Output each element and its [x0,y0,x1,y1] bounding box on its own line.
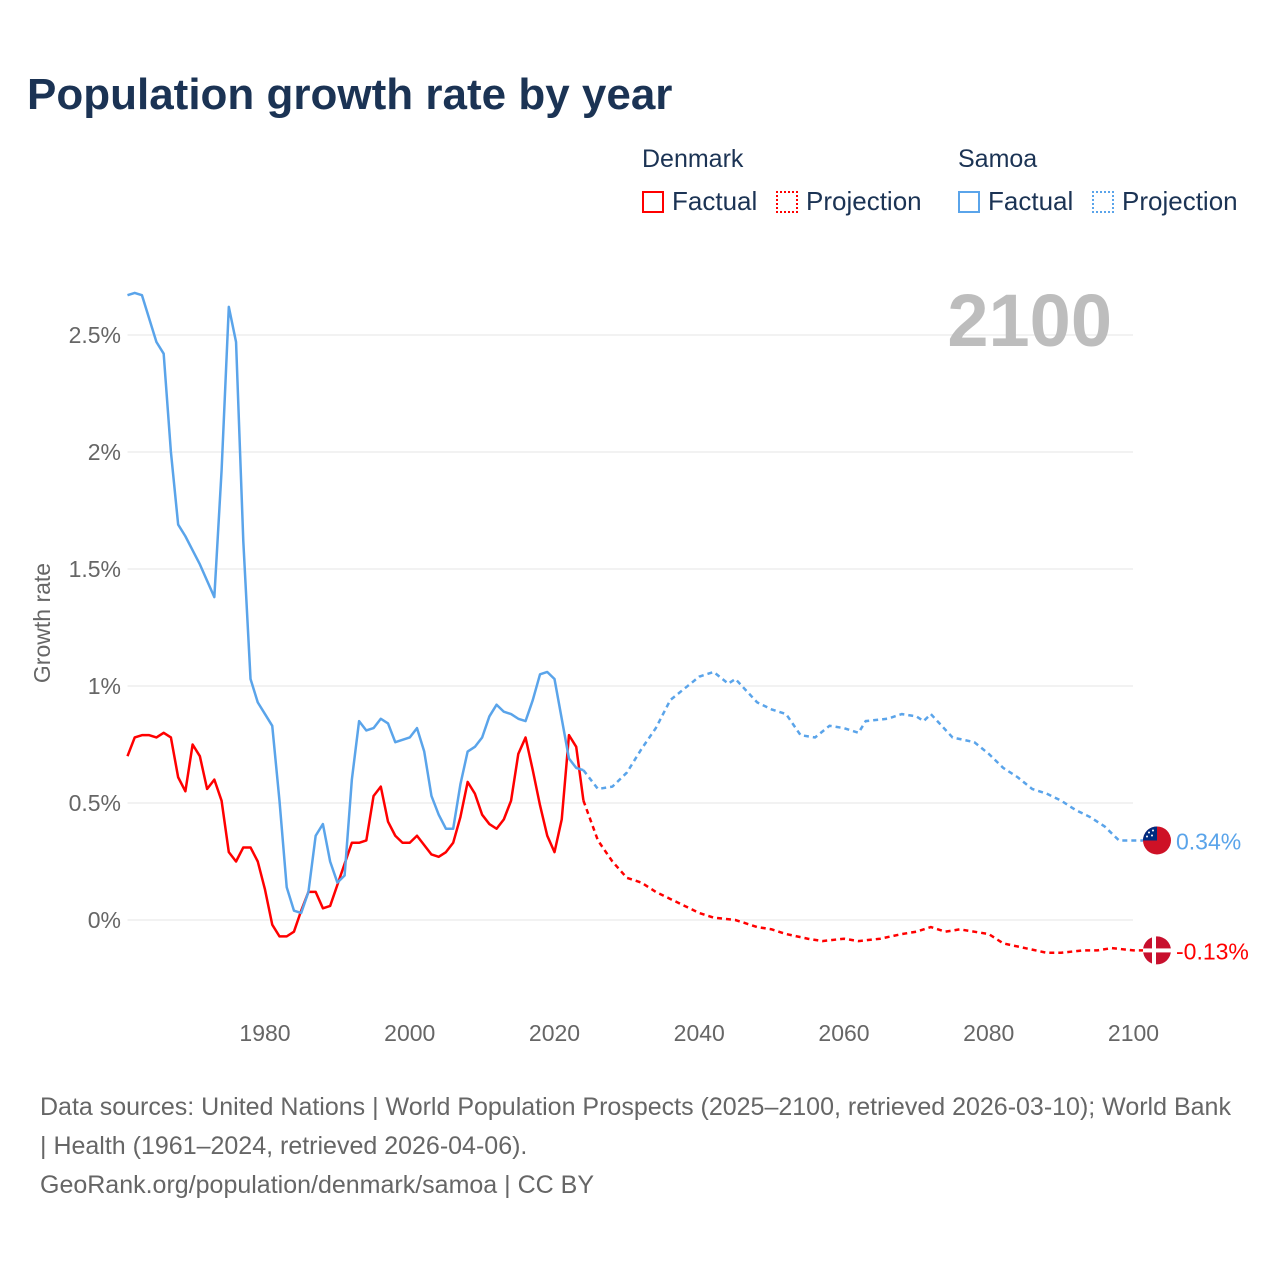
x-tick-label: 2040 [674,1020,725,1046]
legend-group-denmark: Denmark [642,145,744,173]
x-tick-label: 2060 [818,1020,869,1046]
current-year-label: 2100 [947,279,1112,362]
y-tick-label: 2.5% [69,322,121,348]
legend-samoa-projection[interactable]: Projection [1092,186,1238,217]
legend-label: Projection [1122,186,1238,216]
legend-denmark-factual[interactable]: Factual [642,186,757,217]
flag-star [1151,834,1153,837]
legend-samoa-factual[interactable]: Factual [958,186,1073,217]
series-denmark-factual-line [126,731,585,938]
series-samoa-factual-line [127,291,584,915]
x-tick-label: 1980 [239,1020,290,1046]
x-tick-label: 2020 [529,1020,580,1046]
end-value-label-denmark: -0.13% [1176,938,1249,964]
x-tick-label: 2080 [963,1020,1014,1046]
y-tick-label: 1% [88,673,121,699]
flag-star [1152,829,1154,832]
x-tick-label: 2000 [384,1020,435,1046]
flag-samoa-icon [1143,826,1171,855]
flag-cross [1143,948,1171,953]
series-samoa-projection-line [582,670,1146,842]
legend-swatch [1092,190,1114,213]
y-tick-label: 1.5% [69,556,121,582]
flag-canton [1143,826,1157,841]
flag-denmark-icon [1143,936,1171,965]
flag-star [1148,831,1150,834]
legend-swatch [958,190,980,213]
y-tick-label: 2% [88,439,121,465]
flag-cross [1152,936,1156,965]
y-tick-label: 0.5% [69,790,121,816]
y-tick-label: 0% [88,907,121,933]
credit-link[interactable]: GeoRank.org/population/denmark/samoa | C… [40,1171,595,1199]
legend-swatch [642,190,664,213]
data-sources: Data sources: United Nations | World Pop… [40,1093,1231,1160]
legend-denmark-projection[interactable]: Projection [776,186,922,217]
chart-title: Population growth rate by year [27,70,673,119]
footer: Data sources: United Nations | World Pop… [40,1088,1240,1205]
legend-label: Factual [672,186,758,216]
legend-label: Factual [988,186,1074,216]
legend-label: Projection [806,186,922,216]
end-value-label-samoa: 0.34% [1176,828,1241,854]
y-axis-label: Growth rate [29,563,55,683]
legend-swatch [776,190,798,213]
legend-group-samoa: Samoa [958,145,1038,173]
flag-star [1146,835,1148,838]
x-tick-label: 2100 [1108,1020,1159,1046]
series-denmark-projection-line [582,800,1146,955]
